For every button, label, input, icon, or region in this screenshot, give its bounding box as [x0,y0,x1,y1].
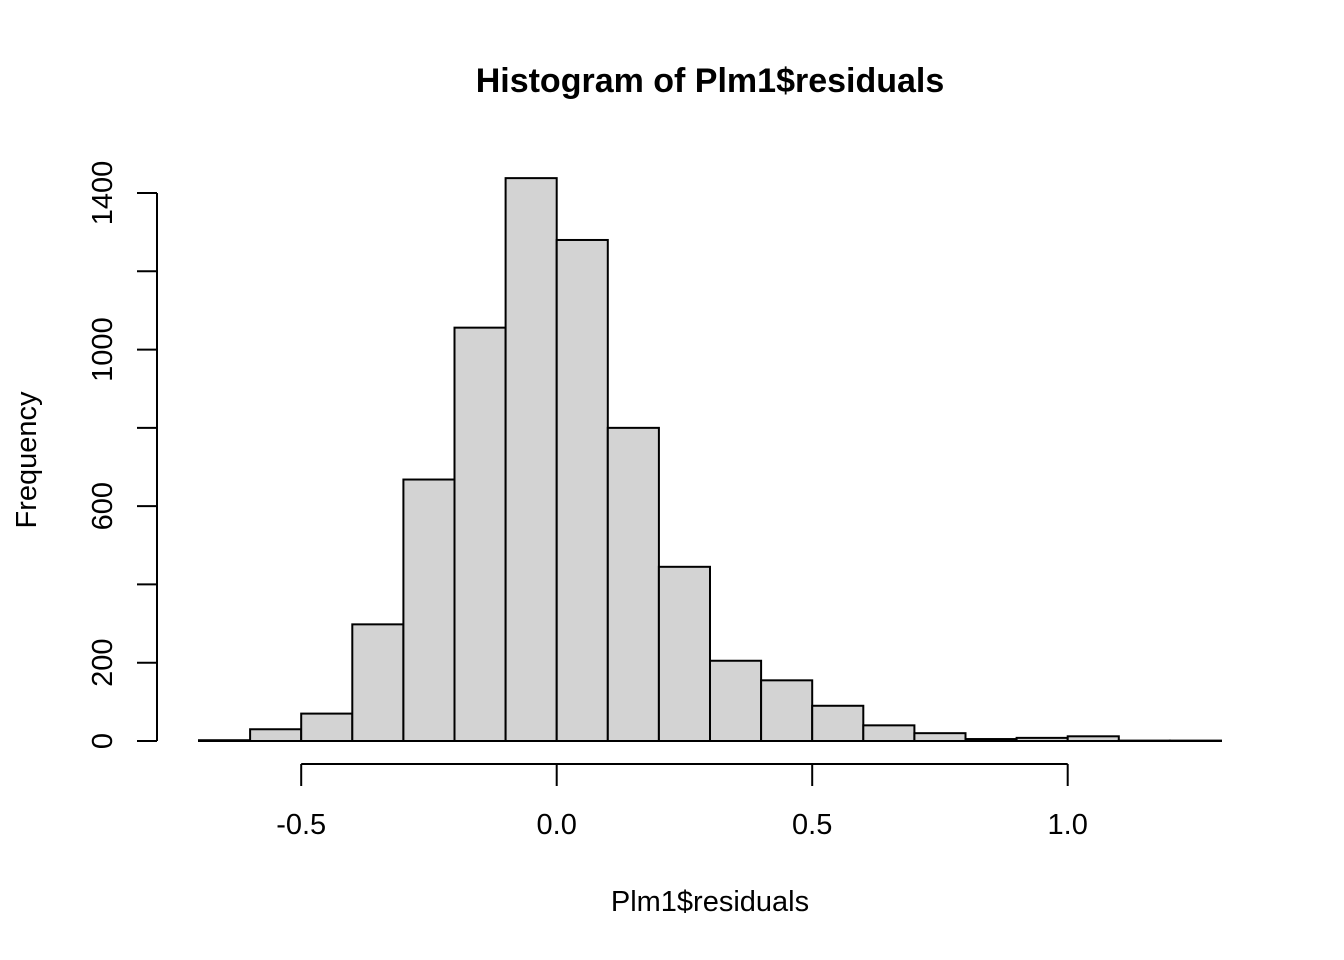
y-axis-label: Frequency [11,391,43,529]
x-axis: -0.5 0.0 0.5 1.0 [276,763,1088,841]
histogram-bar [249,728,303,742]
histogram-bar [760,679,814,742]
x-tick-label: -0.5 [276,809,326,841]
histogram-bar [657,565,712,742]
histogram-bar [351,623,405,743]
chart-title: Histogram of Plm1$residuals [476,62,945,100]
histogram-bar [504,177,558,742]
histogram-bar [555,238,609,742]
histogram-bar [913,732,967,743]
bars-group [198,177,1223,743]
y-tick-label: 200 [87,639,119,687]
histogram-bar [811,704,865,742]
histogram-bar [453,326,507,742]
x-tick-label: 0.0 [537,809,577,841]
histogram-bar [300,712,354,742]
x-tick-label: 0.5 [792,809,832,841]
histogram-bar [709,659,763,742]
histogram-bar [402,478,456,742]
y-tick-label: 600 [87,482,119,530]
histogram-bar [862,724,916,742]
x-tick-label: 1.0 [1048,809,1088,841]
y-tick-label: 1400 [87,161,119,226]
y-tick-label: 0 [87,733,119,749]
x-axis-label: Plm1$residuals [611,886,809,918]
histogram-bar [606,426,660,742]
y-tick-label: 1000 [87,317,119,382]
y-axis: 0 200 600 1000 1400 [87,161,158,749]
